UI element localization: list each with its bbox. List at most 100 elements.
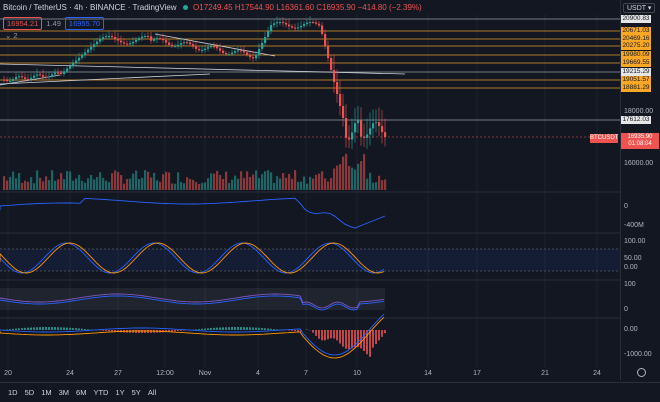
macd-bar — [171, 330, 173, 332]
candle-body — [6, 80, 8, 81]
candle-body — [228, 54, 230, 55]
macd-bar — [111, 330, 113, 332]
macd-bar — [318, 330, 320, 339]
volume-bar — [312, 179, 314, 190]
candle-body — [321, 26, 323, 34]
macd-bar — [273, 329, 275, 330]
volume-bar — [114, 170, 116, 190]
candle-body — [168, 43, 170, 45]
timeframe-button[interactable]: All — [148, 388, 156, 397]
volume-bar — [189, 179, 191, 190]
gear-icon[interactable] — [637, 368, 646, 377]
candle-body — [30, 78, 32, 79]
candle-body — [324, 34, 326, 46]
volume-bar — [162, 174, 164, 190]
candle-body — [174, 46, 176, 47]
time-axis-label: 21 — [541, 370, 549, 377]
rsi-0-label: 0 — [624, 306, 628, 313]
timeframe-button[interactable]: YTD — [93, 388, 108, 397]
candle-body — [384, 132, 386, 137]
candle-body — [222, 51, 224, 53]
candle-body — [15, 77, 17, 79]
volume-bar — [168, 172, 170, 190]
time-axis-label: 14 — [424, 370, 432, 377]
macd-bar — [324, 330, 326, 340]
volume-bar — [348, 166, 350, 190]
candle-body — [33, 76, 35, 78]
candle-body — [171, 45, 173, 46]
volume-bar — [132, 174, 134, 190]
candle-body — [204, 49, 206, 50]
currency-selector[interactable]: USDT ▾ — [623, 3, 655, 13]
volume-bar — [30, 177, 32, 190]
candle-body — [135, 40, 137, 42]
macd-bar — [204, 329, 206, 330]
time-axis-label: 24 — [593, 370, 601, 377]
volume-bar — [282, 173, 284, 190]
macd-bar — [351, 330, 353, 348]
timeframe-button[interactable]: 3M — [59, 388, 69, 397]
candle-body — [369, 128, 371, 134]
candle-body — [195, 47, 197, 49]
candle-body — [351, 132, 353, 139]
volume-bar — [69, 172, 71, 190]
macd-bar — [135, 330, 137, 333]
timeframe-button[interactable]: 1Y — [115, 388, 124, 397]
time-axis-label: 17 — [473, 370, 481, 377]
volume-bar — [39, 178, 41, 190]
volume-bar — [216, 171, 218, 190]
candle-body — [270, 25, 272, 31]
macd-bar — [348, 330, 350, 349]
macd-bar — [258, 328, 260, 330]
buy-button[interactable]: 16955.70 — [65, 17, 104, 30]
last-price-tag: 16935.90 01:08:04 — [621, 133, 659, 149]
macd-bar — [60, 327, 62, 330]
candle-body — [183, 42, 185, 43]
obv-line — [0, 198, 385, 228]
timeframe-button[interactable]: 6M — [76, 388, 86, 397]
sell-button[interactable]: 16954.21 — [3, 17, 42, 30]
macd-bar — [207, 328, 209, 330]
macd-bar — [75, 328, 77, 330]
candle-body — [339, 94, 341, 106]
volume-bar — [60, 173, 62, 190]
time-axis-label: 10 — [353, 370, 361, 377]
candle-body — [315, 22, 317, 23]
macd-bar — [72, 328, 74, 330]
timeframe-button[interactable]: 5Y — [132, 388, 141, 397]
candle-body — [90, 47, 92, 50]
time-axis-label: 20 — [4, 370, 12, 377]
volume-bar — [51, 170, 53, 190]
symbol-title[interactable]: Bitcoin / TetherUS · 4h · BINANCE · Trad… — [3, 3, 177, 12]
timeframe-button[interactable]: 1D — [8, 388, 18, 397]
candle-body — [27, 79, 29, 80]
macd-signal-line — [0, 317, 384, 358]
macd-bar — [297, 330, 299, 331]
volume-bar — [324, 178, 326, 190]
candle-body — [336, 82, 338, 94]
timeframe-button[interactable]: 5D — [25, 388, 35, 397]
macd-bar — [222, 327, 224, 330]
candle-body — [9, 81, 11, 82]
candle-body — [225, 53, 227, 54]
volume-bar — [207, 178, 209, 190]
macd-bar — [18, 328, 20, 330]
candle-body — [63, 71, 65, 74]
volume-bar — [315, 175, 317, 190]
candle-body — [180, 43, 182, 45]
macd-bar — [339, 330, 341, 343]
volume-bar — [33, 183, 35, 190]
stoch-0-label: 0.00 — [624, 264, 638, 271]
volume-bar — [243, 178, 245, 190]
volume-bar — [225, 172, 227, 190]
price-chart[interactable] — [0, 0, 620, 380]
timeframe-button[interactable]: 1M — [41, 388, 51, 397]
indicators-toggle[interactable]: ⌄ 2 — [5, 31, 18, 40]
volume-bar — [90, 175, 92, 190]
stoch-100-label: 100.00 — [624, 238, 645, 245]
time-axis-label: 27 — [114, 370, 122, 377]
volume-bar — [57, 179, 59, 190]
candle-body — [42, 75, 44, 77]
candle-body — [114, 37, 116, 39]
volume-bar — [267, 170, 269, 190]
